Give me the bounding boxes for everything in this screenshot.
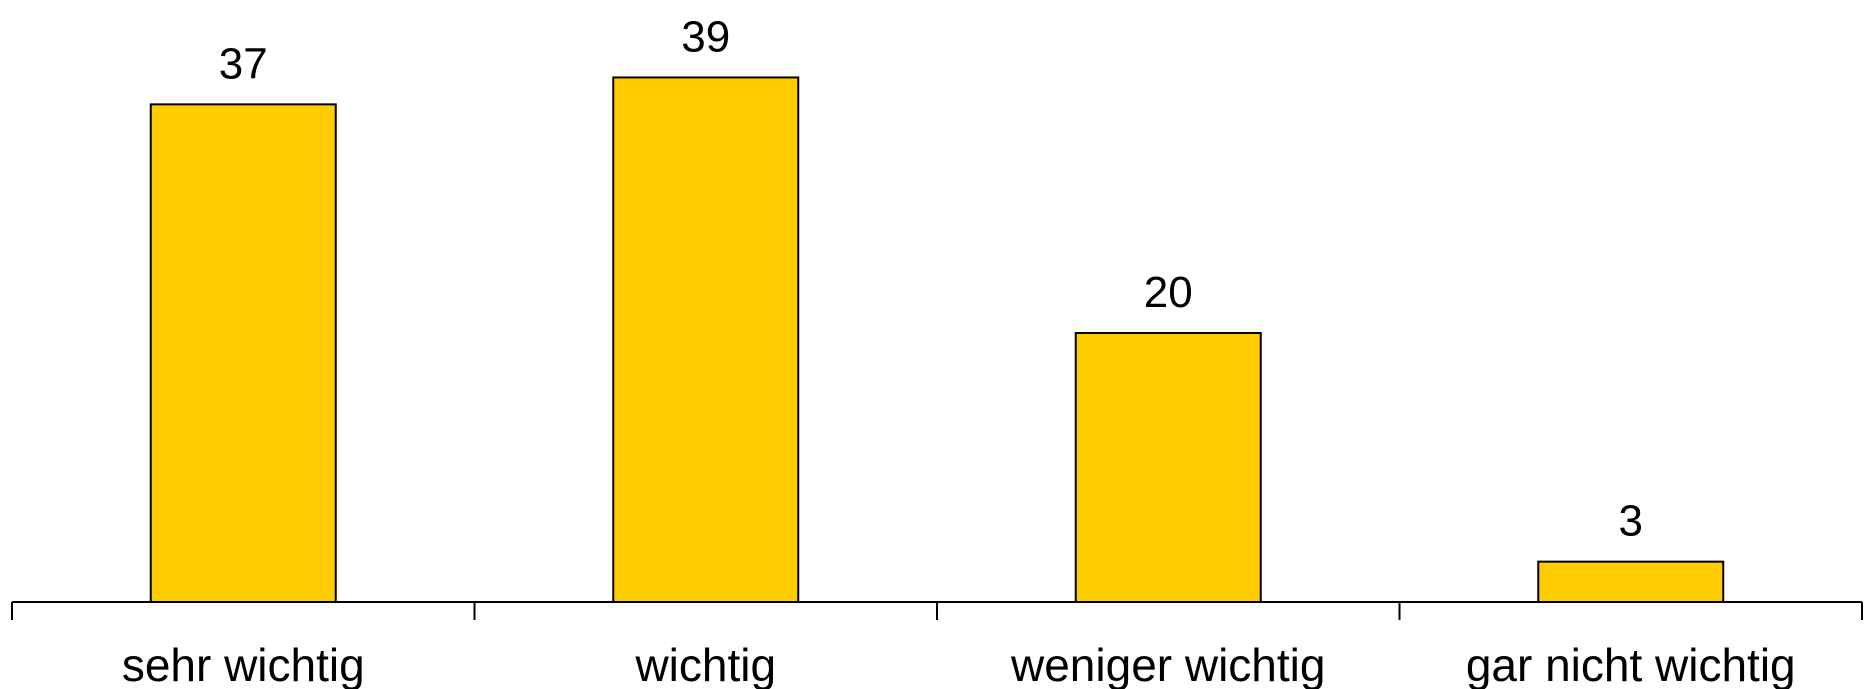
bar-4 — [1537, 560, 1725, 604]
bar-1 — [149, 103, 337, 603]
value-label-4: 3 — [1619, 497, 1643, 546]
value-label-1: 37 — [219, 39, 268, 88]
value-label-3: 20 — [1144, 268, 1193, 317]
category-label-4: gar nicht wichtig — [1466, 639, 1796, 689]
value-label-2: 39 — [681, 12, 730, 61]
category-label-1: sehr wichtig — [122, 639, 365, 689]
category-label-3: weniger wichtig — [1010, 639, 1325, 689]
x-axis-ticks — [11, 602, 1863, 620]
value-labels-group: 37 39 20 3 — [219, 12, 1643, 545]
category-labels-group: sehr wichtig wichtig weniger wichtig gar ni… — [122, 639, 1796, 689]
bars-group — [149, 76, 1725, 604]
bar-2 — [612, 76, 800, 603]
bar-3 — [1074, 332, 1262, 603]
category-label-2: wichtig — [634, 639, 776, 689]
